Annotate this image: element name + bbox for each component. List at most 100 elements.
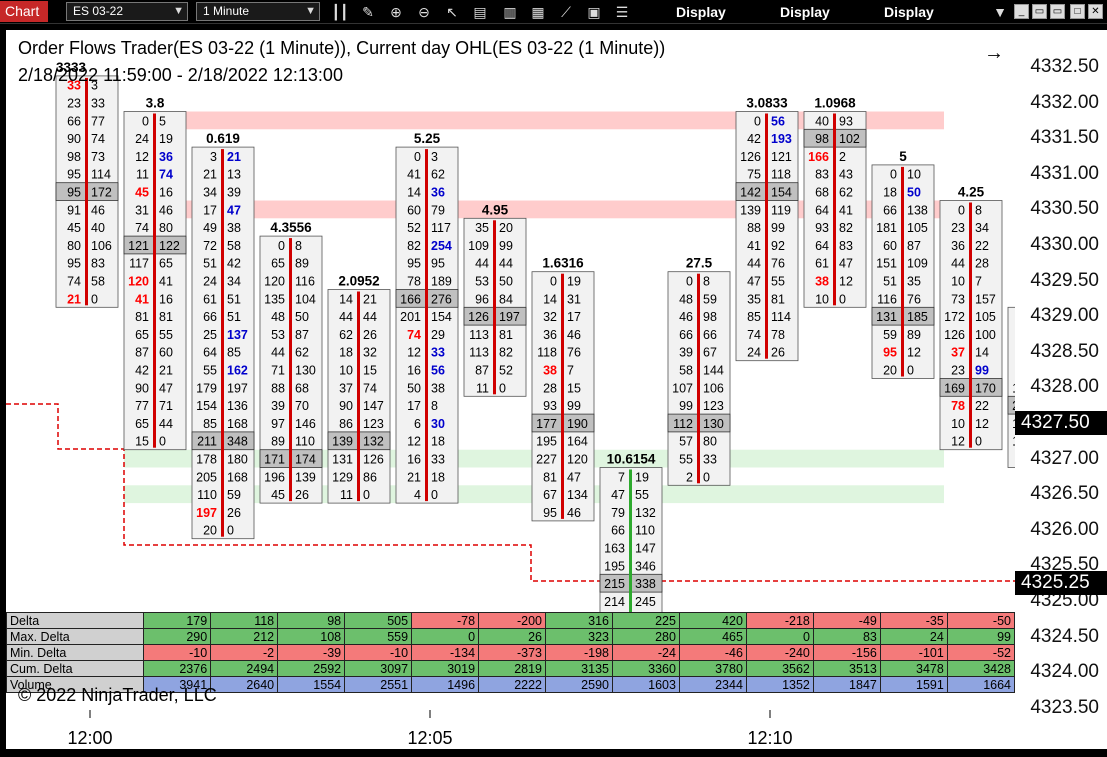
bid-volume: 110 xyxy=(197,488,217,502)
zoom-out-icon[interactable]: ⊖ xyxy=(418,4,430,20)
stats-cell: 83 xyxy=(812,628,881,645)
ask-volume: 106 xyxy=(91,239,112,253)
chart-tab[interactable]: Chart xyxy=(0,1,48,22)
bar-ratio-label: 5 xyxy=(899,149,907,164)
minimize-icon[interactable]: _ xyxy=(1014,4,1029,19)
price-tick-label: 4325.00 xyxy=(1030,590,1099,611)
ask-volume: 15 xyxy=(567,381,581,395)
bid-volume: 95 xyxy=(543,506,557,520)
bid-volume: 10 xyxy=(951,275,965,289)
chart-trader-icon[interactable]: ⟋ xyxy=(561,4,571,20)
ask-volume: 7 xyxy=(567,364,574,378)
ask-volume: 74 xyxy=(91,132,105,146)
ask-volume: 189 xyxy=(431,275,452,289)
bid-volume: 3 xyxy=(210,150,217,164)
bid-volume: 66 xyxy=(883,203,897,217)
ask-volume: 21 xyxy=(363,292,377,306)
ask-volume: 17 xyxy=(567,310,581,324)
bid-volume: 55 xyxy=(679,453,693,467)
bid-volume: 113 xyxy=(469,328,489,342)
close-icon[interactable]: ✕ xyxy=(1088,4,1103,19)
ask-volume: 62 xyxy=(431,168,445,182)
pointer-icon[interactable]: ↖ xyxy=(446,4,458,20)
tile-icon[interactable]: ▭ xyxy=(1032,4,1047,19)
stats-cell: 1603 xyxy=(611,676,680,693)
ask-volume: 197 xyxy=(227,381,248,395)
ask-volume: 0 xyxy=(703,470,710,484)
candle-body xyxy=(901,166,904,377)
indicators-icon[interactable]: ▥ xyxy=(503,4,517,20)
arrow-right-icon[interactable]: → xyxy=(984,42,1004,64)
stats-cell: -10 xyxy=(143,644,212,661)
bid-volume: 28 xyxy=(543,381,557,395)
stats-row-label: Max. Delta xyxy=(5,628,145,645)
ask-volume: 56 xyxy=(771,114,785,128)
ask-volume: 92 xyxy=(771,239,785,253)
bid-volume: 197 xyxy=(196,506,217,520)
stats-cell: 108 xyxy=(277,628,346,645)
ask-volume: 26 xyxy=(227,506,241,520)
bid-volume: 50 xyxy=(407,381,421,395)
ask-volume: 33 xyxy=(703,453,717,467)
bid-volume: 45 xyxy=(271,488,285,502)
ask-volume: 20 xyxy=(499,221,513,235)
ask-volume: 87 xyxy=(907,239,921,253)
bid-volume: 66 xyxy=(203,310,217,324)
instrument-select[interactable]: ES 03-22 ▼ xyxy=(66,2,188,21)
templates-icon[interactable]: ☰ xyxy=(615,4,629,20)
bid-volume: 55 xyxy=(203,364,217,378)
bid-volume: 81 xyxy=(135,310,149,324)
interval-select[interactable]: 1 Minute ▼ xyxy=(196,2,320,21)
bid-volume: 116 xyxy=(877,292,897,306)
stats-cell: 505 xyxy=(344,612,413,629)
ask-volume: 106 xyxy=(703,381,724,395)
dropdown-icon[interactable]: ▼ xyxy=(993,4,1007,20)
ask-volume: 12 xyxy=(975,417,989,431)
stats-cell: -46 xyxy=(678,644,747,661)
data-box-icon[interactable]: ▤ xyxy=(473,4,487,20)
ask-volume: 114 xyxy=(771,310,791,324)
ask-volume: 59 xyxy=(703,292,717,306)
stats-cell: 2376 xyxy=(143,660,212,677)
ask-volume: 3 xyxy=(431,150,438,164)
properties-icon[interactable]: ▣ xyxy=(587,4,601,20)
maximize-icon[interactable]: □ xyxy=(1070,4,1085,19)
bid-volume: 78 xyxy=(407,275,421,289)
bid-volume: 74 xyxy=(135,221,149,235)
stats-row: Cum. Delta 2376 2494 2592 3097 3019 2819 3135 33… xyxy=(5,660,1016,677)
strategies-icon[interactable]: ▦ xyxy=(531,4,545,20)
stats-cell: 559 xyxy=(344,628,413,645)
bid-volume: 93 xyxy=(543,399,557,413)
bid-volume: 117 xyxy=(129,257,149,271)
bar-style-icon[interactable]: ┃┃ xyxy=(331,4,349,20)
ask-volume: 39 xyxy=(227,186,241,200)
ask-volume: 190 xyxy=(567,417,588,431)
ask-volume: 85 xyxy=(227,346,241,360)
bar-top-label: 3333 xyxy=(56,60,87,75)
stats-cell: 1352 xyxy=(745,676,814,693)
ask-volume: 59 xyxy=(227,488,241,502)
ask-volume: 33 xyxy=(431,346,445,360)
bid-volume: 88 xyxy=(271,381,285,395)
bid-volume: 0 xyxy=(550,275,557,289)
display-button-3[interactable]: Display xyxy=(884,4,934,20)
stats-cell: 2494 xyxy=(210,660,279,677)
bid-volume: 39 xyxy=(271,399,285,413)
zoom-in-icon[interactable]: ⊕ xyxy=(390,4,402,20)
chart-panel[interactable]: 33 3 23 33 66 77 90 74 98 73 95 114 95 172 91 46 45 40 80 1… xyxy=(5,30,1016,749)
bid-volume: 139 xyxy=(332,435,353,449)
interval-value: 1 Minute xyxy=(203,4,250,18)
candle-body xyxy=(357,291,360,502)
ask-volume: 147 xyxy=(635,542,656,556)
bid-volume: 12 xyxy=(407,435,421,449)
display-button-2[interactable]: Display xyxy=(780,4,830,20)
bid-volume: 0 xyxy=(958,203,965,217)
display-button-1[interactable]: Display xyxy=(676,4,726,20)
restore-icon[interactable]: ▭ xyxy=(1050,4,1065,19)
bid-volume: 90 xyxy=(135,381,149,395)
bid-volume: 42 xyxy=(135,364,149,378)
ask-volume: 40 xyxy=(91,221,105,235)
draw-pencil-icon[interactable]: ✎ xyxy=(362,4,374,20)
price-axis[interactable]: 4332.50 4332.00 4331.50 4331.00 4330.50 4330.… xyxy=(1015,30,1107,749)
stats-cell: -78 xyxy=(411,612,480,629)
